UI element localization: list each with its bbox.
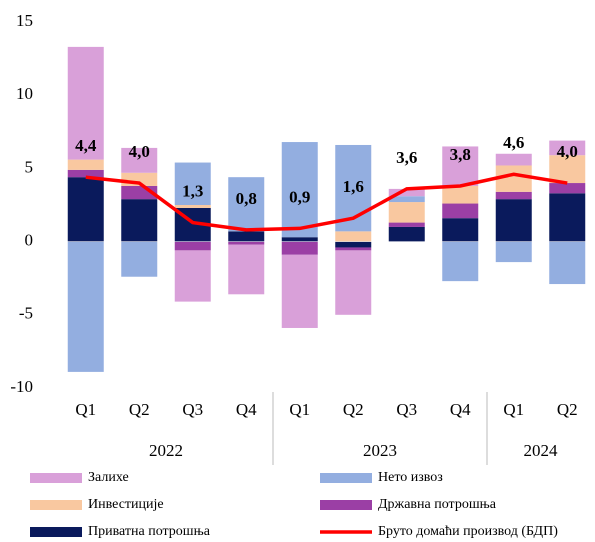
bar-segment — [549, 140, 586, 156]
group-label: 2023 — [363, 441, 397, 460]
data-label: 0,8 — [236, 189, 257, 208]
x-tick-label: Q3 — [182, 400, 203, 419]
bar-segment — [388, 222, 425, 227]
bar-segment — [442, 203, 479, 219]
x-tick-label: Q2 — [129, 400, 150, 419]
bar-segment — [121, 199, 158, 242]
bar-segment — [335, 231, 372, 242]
bar-segment — [388, 202, 425, 223]
bar-segment — [442, 241, 479, 282]
bar-segment — [67, 169, 104, 178]
x-tick-label: Q4 — [450, 400, 471, 419]
bar-segment — [388, 226, 425, 242]
bar-segment — [281, 142, 318, 238]
group-label: 2022 — [149, 441, 183, 460]
x-tick-label: Q1 — [289, 400, 310, 419]
x-tick-label: Q1 — [503, 400, 524, 419]
bar-segment — [442, 185, 479, 204]
bar-segment — [549, 241, 586, 285]
y-tick-label: 10 — [16, 84, 33, 103]
data-label: 0,9 — [289, 187, 310, 206]
bar-segment — [228, 177, 265, 232]
bar-segment — [495, 241, 532, 263]
y-tick-label: -5 — [19, 304, 33, 323]
data-label: 4,0 — [129, 142, 150, 161]
bar-segment — [549, 155, 586, 184]
bar-segment — [335, 250, 372, 315]
bar-segment — [67, 241, 104, 372]
data-label: 4,4 — [75, 136, 97, 155]
legend-swatch — [320, 473, 372, 483]
data-label: 1,3 — [182, 181, 203, 200]
bar-segment — [549, 183, 586, 194]
y-tick-label: -10 — [10, 377, 33, 396]
legend-label: Инвестиције — [88, 497, 164, 512]
data-label: 3,8 — [450, 145, 471, 164]
legend-label: Бруто домаћи производ (БДП) — [378, 524, 558, 539]
bar-segment — [549, 193, 586, 242]
x-tick-label: Q2 — [343, 400, 364, 419]
bar-segment — [121, 147, 158, 173]
bar-segment — [228, 244, 265, 295]
group-label: 2024 — [524, 441, 559, 460]
y-tick-label: 0 — [25, 231, 34, 250]
bar-segment — [388, 196, 425, 203]
bar-segment — [67, 46, 104, 160]
bar-segment — [228, 231, 265, 242]
x-tick-label: Q1 — [75, 400, 96, 419]
bar-segment — [495, 191, 532, 200]
bar-segment — [67, 177, 104, 242]
data-label: 3,6 — [396, 148, 417, 167]
x-tick-label: Q2 — [557, 400, 578, 419]
bar-segment — [335, 241, 372, 248]
legend-swatch — [30, 473, 82, 483]
gdp-line — [85, 172, 568, 232]
legend-swatch — [30, 527, 82, 537]
bar-segment — [281, 241, 318, 255]
bar-segment — [442, 218, 479, 242]
legend-swatch — [30, 500, 82, 510]
bar-segment — [174, 241, 211, 251]
legend-label: Приватна потрошња — [88, 524, 211, 539]
bar-segment — [67, 159, 104, 170]
bar-segment — [174, 162, 211, 205]
bar-segment — [495, 199, 532, 242]
bar-segment — [281, 254, 318, 328]
data-label: 4,0 — [557, 142, 578, 161]
bar-segment — [442, 146, 479, 186]
y-tick-label: 15 — [16, 11, 33, 30]
legend-label: Залихе — [88, 470, 129, 485]
bar-segment — [228, 241, 265, 245]
bar-segment — [388, 188, 425, 197]
y-tick-label: 5 — [25, 157, 34, 176]
bar-segment — [495, 153, 532, 166]
x-tick-label: Q3 — [396, 400, 417, 419]
legend-swatch — [320, 500, 372, 510]
bar-segment — [281, 237, 318, 242]
bar-segment — [174, 250, 211, 302]
bar-segment — [335, 247, 372, 251]
bar-segment — [174, 205, 211, 208]
x-tick-label: Q4 — [236, 400, 257, 419]
legend-label: Државна потрошња — [378, 497, 497, 512]
legend-label: Нето извоз — [378, 470, 443, 485]
data-label: 1,6 — [343, 177, 364, 196]
bar-segment — [121, 241, 158, 277]
data-label: 4,6 — [503, 133, 524, 152]
